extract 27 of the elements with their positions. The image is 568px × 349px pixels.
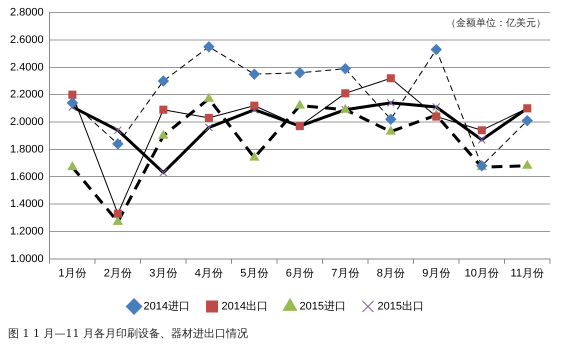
legend-label: 2014出口 xyxy=(222,300,268,313)
x-tick-label: 3月份 xyxy=(149,267,178,280)
x-tick-label: 11月份 xyxy=(510,267,544,280)
x-tick-label: 8月份 xyxy=(376,267,405,280)
y-tick-label: 2.4000 xyxy=(10,61,44,74)
x-tick-label: 5月份 xyxy=(240,267,268,280)
legend-label: 2014进口 xyxy=(144,300,190,313)
y-tick-label: 1.8000 xyxy=(10,143,44,156)
x-tick-label: 9月份 xyxy=(422,267,450,280)
caption: 图 1 1 月—11 月各月印刷设备、器材进出口情况 xyxy=(8,326,248,341)
y-tick-label: 1.0000 xyxy=(10,252,44,265)
y-tick-label: 2.0000 xyxy=(10,116,44,128)
legend-label: 2015进口 xyxy=(300,300,346,313)
annotation: （金额单位：亿美元） xyxy=(446,16,546,30)
x-tick-label: 10月份 xyxy=(464,267,499,280)
x-tick-label: 2月份 xyxy=(104,267,132,280)
x-tick-label: 7月份 xyxy=(331,267,360,280)
y-tick-label: 2.8000 xyxy=(10,6,44,19)
legend-label: 2015出口 xyxy=(377,300,424,313)
y-tick-label: 1.6000 xyxy=(10,170,44,183)
x-tick-label: 4月份 xyxy=(194,267,223,280)
y-tick-label: 1.4000 xyxy=(10,198,44,210)
x-tick-label: 1月份 xyxy=(58,267,86,280)
y-tick-label: 1.2000 xyxy=(10,225,44,238)
x-tick-label: 6月份 xyxy=(286,267,314,280)
y-tick-label: 2.6000 xyxy=(10,34,44,46)
y-tick-label: 2.2000 xyxy=(10,88,44,101)
